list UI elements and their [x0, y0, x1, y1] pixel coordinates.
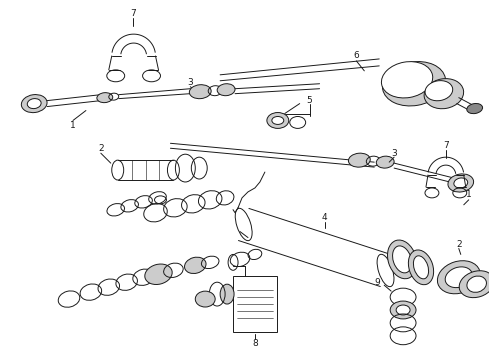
- Ellipse shape: [454, 178, 467, 188]
- Text: 2: 2: [98, 144, 103, 153]
- Ellipse shape: [445, 267, 472, 288]
- Text: 9: 9: [374, 278, 380, 287]
- Ellipse shape: [414, 256, 429, 279]
- Ellipse shape: [217, 84, 235, 96]
- Ellipse shape: [438, 261, 480, 294]
- Ellipse shape: [383, 62, 445, 106]
- Ellipse shape: [97, 93, 113, 103]
- Text: 3: 3: [188, 78, 193, 87]
- Text: 8: 8: [252, 339, 258, 348]
- Text: 1: 1: [466, 190, 471, 199]
- Ellipse shape: [459, 271, 490, 298]
- Text: 3: 3: [392, 149, 397, 158]
- Ellipse shape: [267, 113, 289, 129]
- Ellipse shape: [467, 103, 483, 114]
- Ellipse shape: [396, 305, 410, 315]
- Ellipse shape: [424, 78, 464, 109]
- Text: 7: 7: [130, 9, 136, 18]
- Text: 7: 7: [443, 141, 449, 150]
- Ellipse shape: [185, 257, 206, 274]
- Ellipse shape: [376, 156, 394, 168]
- Text: 6: 6: [353, 51, 359, 60]
- Text: 1: 1: [70, 121, 76, 130]
- Ellipse shape: [448, 174, 474, 192]
- Ellipse shape: [381, 62, 433, 98]
- Ellipse shape: [388, 240, 416, 279]
- Ellipse shape: [272, 117, 284, 125]
- Ellipse shape: [392, 246, 412, 273]
- Ellipse shape: [348, 153, 370, 167]
- Text: 4: 4: [322, 213, 327, 222]
- Ellipse shape: [220, 284, 234, 304]
- Ellipse shape: [390, 301, 416, 319]
- Ellipse shape: [22, 95, 47, 113]
- Ellipse shape: [408, 250, 434, 285]
- Ellipse shape: [196, 291, 215, 307]
- Ellipse shape: [425, 81, 453, 101]
- Text: 5: 5: [307, 96, 313, 105]
- Text: 2: 2: [456, 240, 462, 249]
- Ellipse shape: [27, 99, 41, 109]
- Polygon shape: [233, 276, 277, 332]
- Ellipse shape: [189, 85, 211, 99]
- Ellipse shape: [145, 264, 172, 284]
- Ellipse shape: [467, 276, 487, 292]
